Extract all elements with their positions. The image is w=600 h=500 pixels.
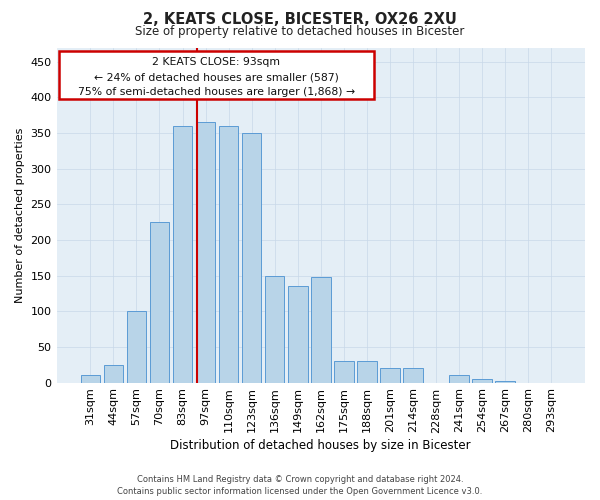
Text: 75% of semi-detached houses are larger (1,868) →: 75% of semi-detached houses are larger (… [78,87,355,97]
Bar [288,286,308,382]
X-axis label: Distribution of detached houses by size in Bicester: Distribution of detached houses by size … [170,440,471,452]
Bar [149,222,169,382]
Bar [496,381,515,382]
Text: Size of property relative to detached houses in Bicester: Size of property relative to detached ho… [136,24,464,38]
Bar [380,368,400,382]
FancyBboxPatch shape [59,51,374,100]
Bar [173,126,193,382]
Bar [449,376,469,382]
Bar [265,276,284,382]
Bar [403,368,423,382]
Text: 2 KEATS CLOSE: 93sqm: 2 KEATS CLOSE: 93sqm [152,57,280,67]
Text: ← 24% of detached houses are smaller (587): ← 24% of detached houses are smaller (58… [94,72,339,82]
Bar [219,126,238,382]
Bar [80,376,100,382]
Text: Contains HM Land Registry data © Crown copyright and database right 2024.
Contai: Contains HM Land Registry data © Crown c… [118,474,482,496]
Bar [127,312,146,382]
Y-axis label: Number of detached properties: Number of detached properties [15,128,25,302]
Bar [242,133,262,382]
Bar [334,361,353,382]
Bar [196,122,215,382]
Bar [472,379,492,382]
Bar [311,277,331,382]
Bar [104,364,123,382]
Text: 2, KEATS CLOSE, BICESTER, OX26 2XU: 2, KEATS CLOSE, BICESTER, OX26 2XU [143,12,457,26]
Bar [357,361,377,382]
